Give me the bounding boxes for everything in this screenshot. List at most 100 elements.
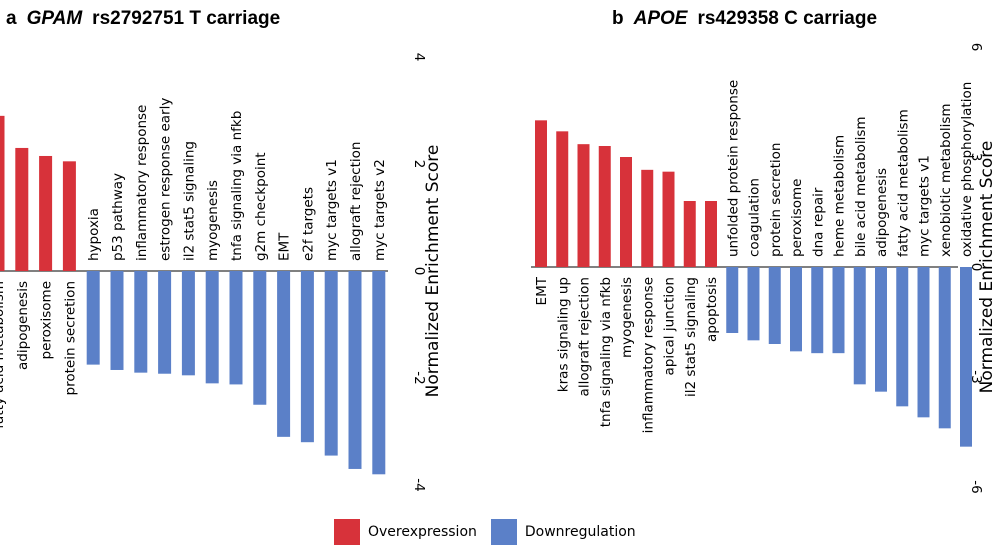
- term-label: peroxisome: [39, 281, 55, 359]
- y-tick-label: 0: [411, 267, 427, 276]
- bar-downregulation: [875, 267, 887, 392]
- bar-overexpression: [683, 201, 696, 267]
- bar-downregulation: [324, 271, 338, 456]
- bar-downregulation: [938, 267, 951, 429]
- y-tick-label: 6: [968, 43, 984, 52]
- bar-overexpression: [620, 157, 632, 267]
- bar-downregulation: [158, 271, 172, 374]
- y-tick-label: 4: [411, 53, 427, 62]
- bar-overexpression: [577, 144, 590, 267]
- bar-overexpression: [0, 115, 5, 271]
- y-tick-label: -4: [411, 478, 427, 491]
- bar-downregulation: [726, 267, 739, 333]
- term-label: myc targets v1: [324, 159, 340, 261]
- term-label: il2 stat5 signaling: [683, 277, 699, 397]
- term-label: oxidative phosphorylation: [959, 82, 975, 257]
- legend-swatch-over: [334, 519, 360, 545]
- panel-a-gene: GPAM: [27, 8, 84, 29]
- term-label: allograft rejection: [577, 277, 593, 396]
- bar-downregulation: [229, 271, 243, 385]
- bar-downregulation: [790, 267, 802, 352]
- term-label: peroxisome: [789, 179, 805, 257]
- term-label: kras signaling up: [555, 277, 571, 392]
- panel-a-title: a GPAM rs2792751 T carriage: [6, 8, 280, 29]
- bar-overexpression: [662, 171, 675, 267]
- bar-downregulation: [372, 271, 386, 475]
- term-label: hypoxia: [86, 208, 102, 261]
- term-label: coagulation: [747, 178, 763, 257]
- y-axis-title: Normalized Enrichment Score: [977, 141, 997, 394]
- enrichment-figure: a GPAM rs2792751 T carriage b APOE rs429358 …: [0, 8, 997, 494]
- bar-downregulation: [205, 271, 219, 384]
- term-label: tnfa signaling via nfkb: [598, 277, 614, 427]
- term-label: il2 stat5 signaling: [181, 141, 197, 261]
- bar-downregulation: [853, 267, 866, 385]
- legend: Overexpression Downregulation: [334, 519, 650, 545]
- bar-downregulation: [181, 271, 195, 376]
- term-label: fatty acid metabolism: [895, 109, 911, 257]
- bar-downregulation: [348, 271, 362, 469]
- term-label: adipogenesis: [874, 168, 890, 257]
- bar-downregulation: [747, 267, 760, 341]
- bar-overexpression: [641, 169, 654, 267]
- term-label: bile acid metabolism: [853, 116, 869, 257]
- y-tick-label: -2: [411, 371, 427, 384]
- bar-downregulation: [300, 271, 314, 443]
- term-label: dna repair: [810, 187, 826, 257]
- panel-b-title-rest: rs429358 C carriage: [697, 8, 877, 29]
- term-label: estrogen response early: [158, 98, 174, 261]
- bar-downregulation: [917, 267, 930, 418]
- y-tick-label: 3: [968, 153, 984, 162]
- term-label: protein secretion: [62, 281, 78, 395]
- term-label: g2m checkpoint: [253, 152, 269, 261]
- bar-downregulation: [896, 267, 909, 407]
- panel-b-gene: APOE: [633, 8, 689, 29]
- bar-overexpression: [15, 147, 29, 271]
- bar-downregulation: [253, 271, 267, 405]
- term-label: fatty acid metabolism: [0, 281, 7, 429]
- term-label: adipogenesis: [15, 281, 31, 370]
- bar-downregulation: [832, 267, 845, 354]
- term-label: allograft rejection: [348, 142, 364, 261]
- bar-overexpression: [705, 201, 717, 267]
- legend-swatch-down: [490, 519, 517, 545]
- bar-downregulation: [134, 271, 148, 373]
- legend-item-down: Downregulation: [490, 519, 636, 545]
- term-label: e2f targets: [300, 187, 316, 261]
- bar-overexpression: [39, 155, 53, 271]
- y-axis-title: Normalized Enrichment Score: [423, 145, 443, 398]
- term-label: xenobiotic metabolism: [938, 103, 954, 257]
- panel-a-chart: 4 2 0 -2 -4 Normalized Enrichment Score fatty …: [0, 53, 443, 492]
- term-label: apoptosis: [704, 277, 720, 342]
- term-label: protein secretion: [768, 143, 784, 257]
- bar-downregulation: [110, 271, 124, 370]
- term-label: myc targets v2: [372, 159, 388, 261]
- bar-overexpression: [535, 120, 547, 267]
- panel-a-letter: a: [6, 8, 17, 29]
- term-label: EMT: [534, 276, 550, 305]
- term-label: inflammatory response: [640, 277, 656, 433]
- panel-b-letter: b: [612, 8, 624, 29]
- bar-downregulation: [277, 271, 291, 437]
- term-label: tnfa signaling via nfkb: [229, 111, 245, 261]
- bar-overexpression: [556, 131, 569, 267]
- bar-overexpression: [598, 146, 611, 267]
- legend-label-down: Downregulation: [524, 524, 636, 540]
- term-label: unfolded protein response: [725, 80, 741, 257]
- term-label: myogenesis: [205, 180, 221, 261]
- term-label: myc targets v1: [917, 155, 933, 257]
- bar-downregulation: [768, 267, 781, 344]
- y-tick-label: -6: [968, 480, 984, 493]
- term-label: myogenesis: [619, 277, 635, 358]
- bar-downregulation: [86, 271, 100, 365]
- term-label: inflammatory response: [134, 105, 150, 261]
- panel-a-title-rest: rs2792751 T carriage: [92, 8, 280, 29]
- term-label: heme metabolism: [832, 135, 848, 257]
- legend-item-over: Overexpression: [334, 519, 477, 545]
- term-label: apical junction: [662, 277, 678, 375]
- bar-overexpression: [62, 161, 76, 271]
- y-tick-label: 0: [968, 263, 984, 272]
- y-tick-label: 2: [411, 160, 427, 169]
- bar-downregulation: [960, 267, 972, 447]
